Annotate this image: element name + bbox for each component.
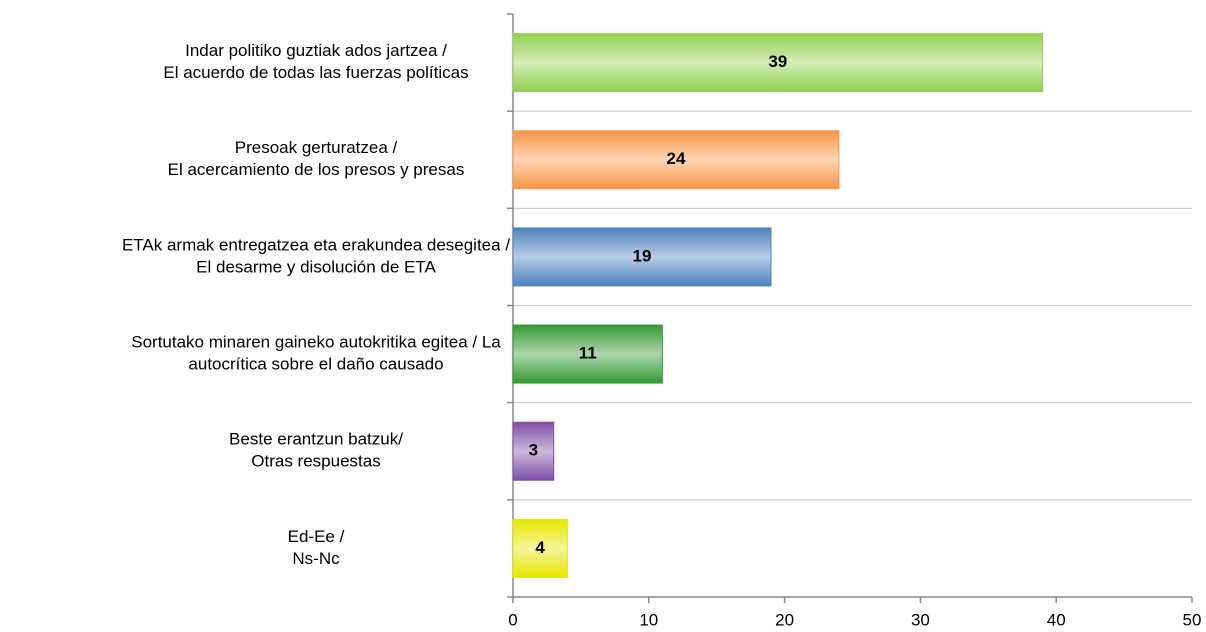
category-label: Otras respuestas: [251, 452, 380, 471]
category-label: Ns-Nc: [292, 549, 340, 568]
bar: [512, 227, 772, 287]
category-label: autocrítica sobre el daño causado: [188, 355, 443, 374]
value-label: 24: [666, 149, 685, 168]
category-label: Sortutako minaren gaineko autokritika eg…: [131, 333, 501, 352]
value-label: 19: [633, 246, 652, 265]
category-label: Presoak gerturatzea /: [235, 138, 398, 157]
x-tick-label: 50: [1183, 610, 1202, 629]
bar: [512, 130, 840, 190]
category-label: El acuerdo de todas las fuerzas política…: [163, 63, 468, 82]
category-label: El desarme y disolución de ETA: [196, 257, 436, 276]
bar: [512, 324, 663, 384]
bar: [512, 33, 1044, 93]
bar: [512, 518, 568, 578]
x-tick-label: 40: [1047, 610, 1066, 629]
category-label: Beste erantzun batzuk/: [229, 430, 403, 449]
x-tick-label: 10: [639, 610, 658, 629]
x-tick-label: 0: [508, 610, 517, 629]
category-label: ETAk armak entregatzea eta erakundea des…: [122, 235, 510, 254]
value-label: 39: [768, 52, 787, 71]
x-tick-label: 20: [775, 610, 794, 629]
x-tick-label: 30: [911, 610, 930, 629]
category-label: El acercamiento de los presos y presas: [168, 160, 465, 179]
category-label: Indar politiko guztiak ados jartzea /: [185, 41, 447, 60]
value-label: 4: [535, 538, 545, 557]
bar: [512, 421, 555, 481]
value-label: 11: [579, 344, 597, 363]
value-label: 3: [529, 441, 538, 460]
category-label: Ed-Ee /: [288, 527, 345, 546]
